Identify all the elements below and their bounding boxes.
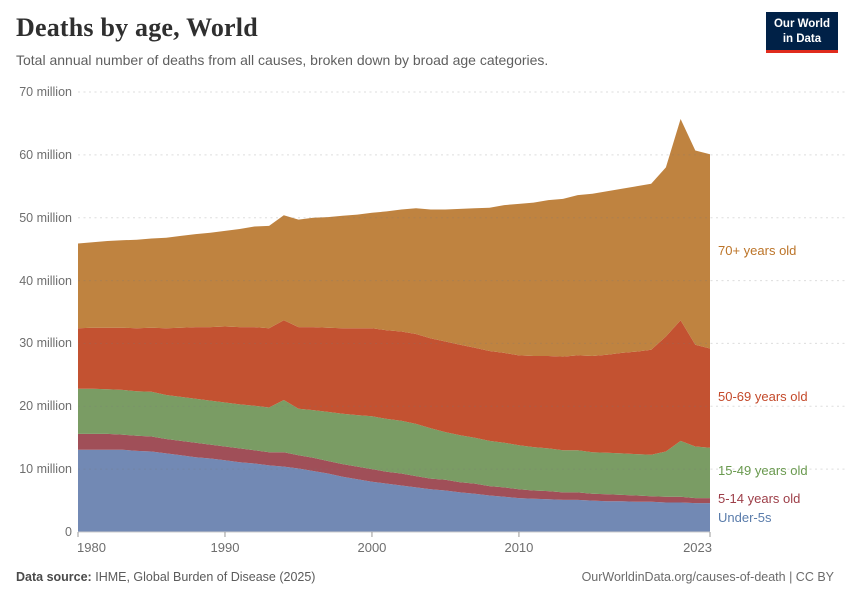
area-15-49-years <box>78 388 710 499</box>
series-label-5-14-years: 5-14 years old <box>718 491 801 506</box>
x-tick-label-2023: 2023 <box>683 540 712 555</box>
area-50-69-years <box>78 320 710 455</box>
data-source: Data source: IHME, Global Burden of Dise… <box>16 570 315 584</box>
y-tick-label-70: 70 million <box>19 85 72 99</box>
y-tick-label-30: 30 million <box>19 336 72 351</box>
x-tick-label-2010: 2010 <box>504 540 534 555</box>
area-70plus-years <box>78 119 710 357</box>
area-5-14-years <box>78 433 710 504</box>
series-label-50-69-years: 50-69 years old <box>718 389 808 404</box>
y-tick-label-60: 60 million <box>19 147 72 162</box>
page-title: Deaths by age, World <box>16 13 258 42</box>
y-tick-label-50: 50 million <box>19 210 72 225</box>
credit-link[interactable]: OurWorldinData.org/causes-of-death | CC … <box>581 570 834 584</box>
x-tick-label-2000: 2000 <box>357 540 387 555</box>
x-tick-label-1990: 1990 <box>210 540 240 555</box>
y-tick-label-0: 0 <box>65 525 72 539</box>
owid-logo: Our World in Data <box>765 12 838 53</box>
y-tick-label-40: 40 million <box>19 273 72 288</box>
chart-subtitle: Total annual number of deaths from all c… <box>16 52 549 68</box>
data-source-label: Data source: <box>16 570 92 584</box>
owid-logo-line1: Our World <box>773 18 830 30</box>
series-label-under-5s: Under-5s <box>718 510 772 525</box>
area-under-5s <box>78 449 710 532</box>
series-label-70plus-years: 70+ years old <box>718 243 797 258</box>
owid-logo-line2: in Data <box>782 32 822 45</box>
data-source-value: IHME, Global Burden of Disease (2025) <box>95 570 316 584</box>
y-tick-label-10: 10 million <box>19 462 72 477</box>
y-tick-label-20: 20 million <box>19 399 72 414</box>
series-label-15-49-years: 15-49 years old <box>718 463 808 478</box>
x-tick-label-1980: 1980 <box>77 540 106 555</box>
